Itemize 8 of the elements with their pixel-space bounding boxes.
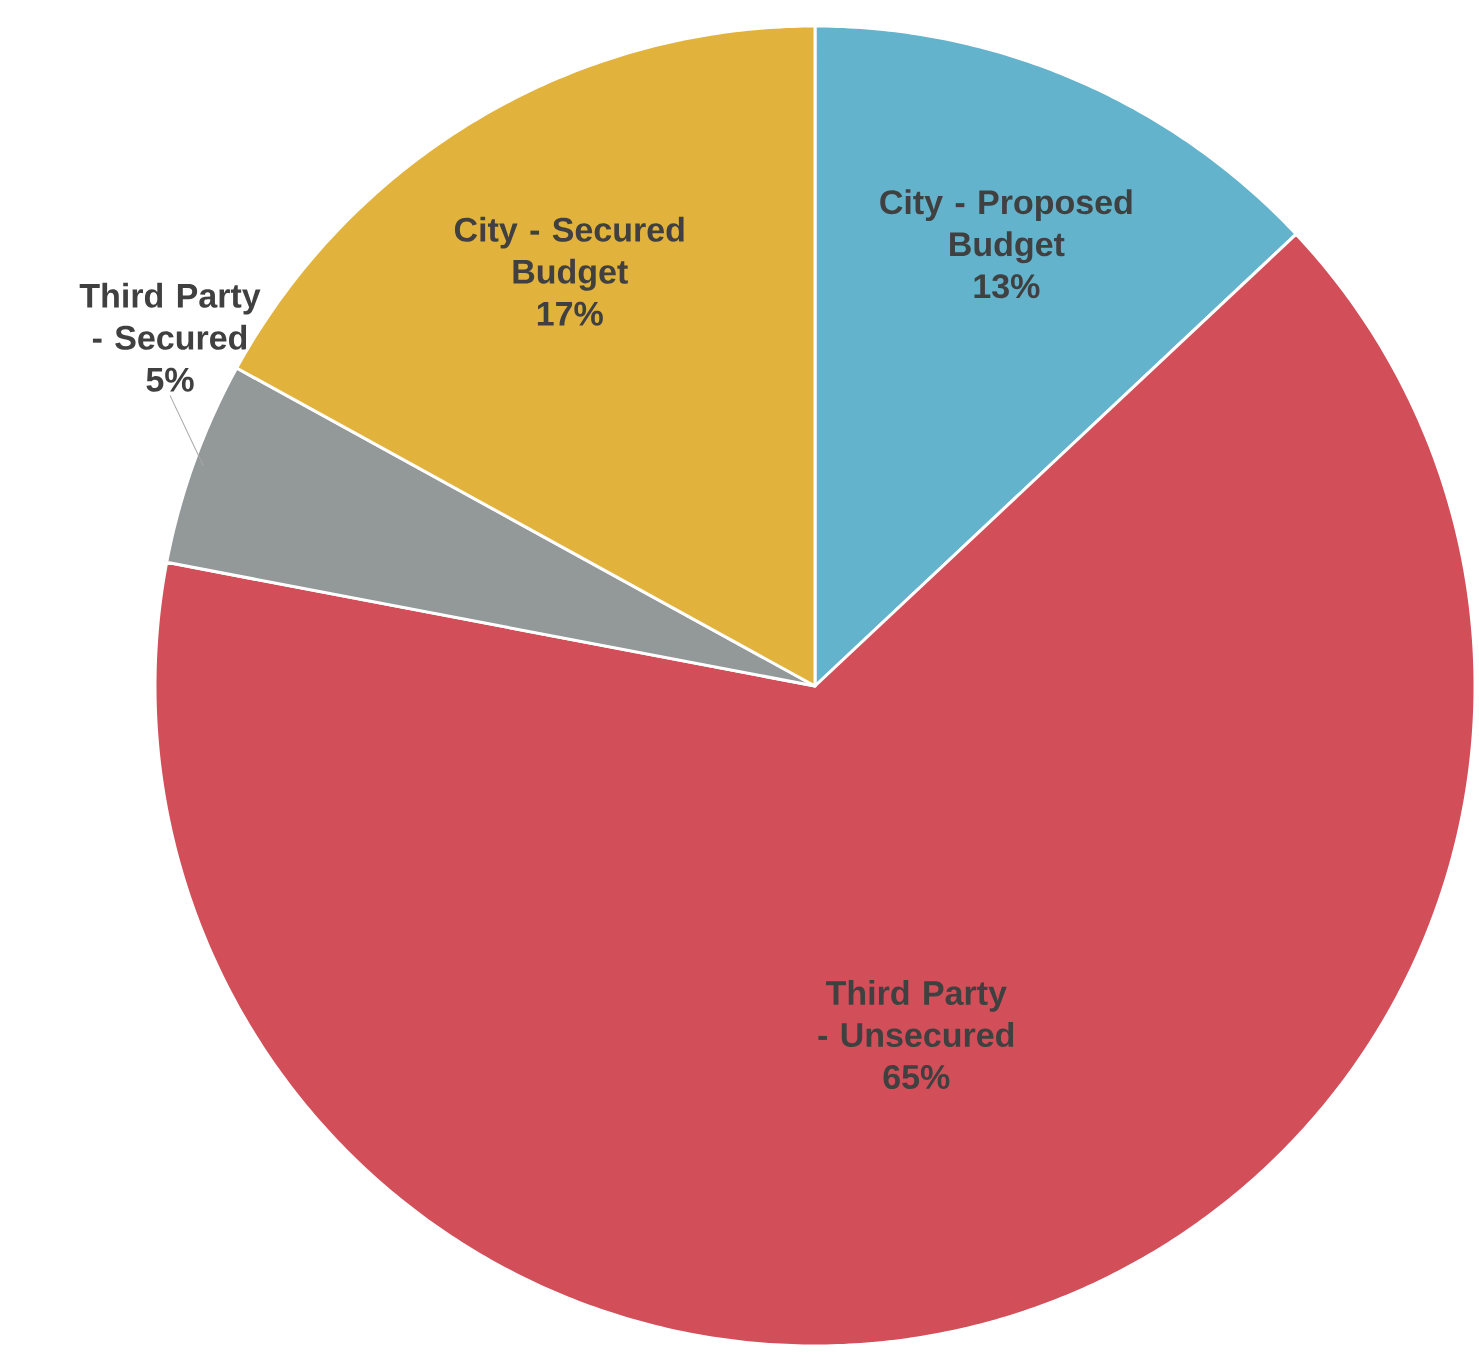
data-label: 17% (537, 301, 603, 326)
data-label: 13% (974, 274, 1040, 299)
slice-label: City - Secured Budget (454, 216, 684, 291)
slice-label: City - Proposed Budget (880, 189, 1132, 264)
slice-label: Third Party - Unsecured (818, 980, 1014, 1048)
slice-label: Third Party - Secured (79, 282, 261, 350)
data-label: 65% (883, 1064, 950, 1090)
data-label: 5% (146, 367, 194, 392)
